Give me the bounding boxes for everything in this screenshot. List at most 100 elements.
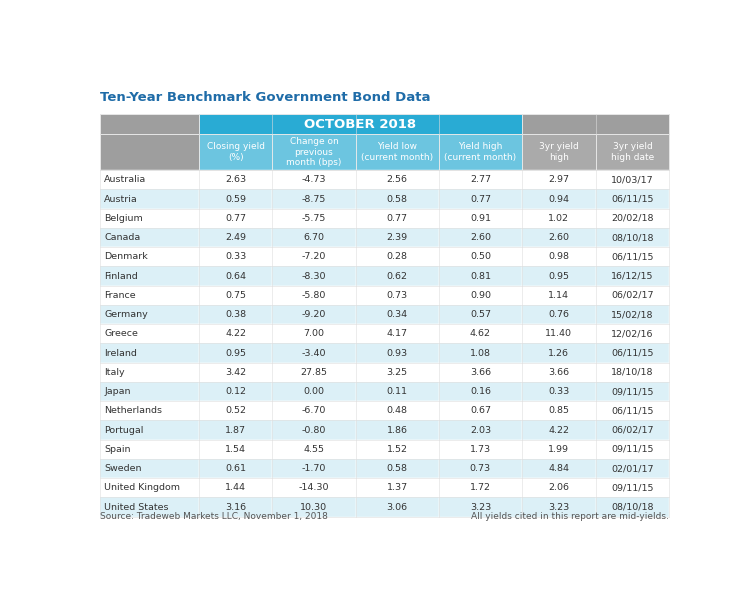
Text: 11.40: 11.40	[545, 329, 572, 338]
Text: 2.56: 2.56	[387, 175, 408, 184]
Text: Canada: Canada	[104, 233, 140, 242]
FancyBboxPatch shape	[100, 382, 199, 401]
FancyBboxPatch shape	[439, 440, 522, 459]
FancyBboxPatch shape	[199, 114, 522, 134]
Text: -8.75: -8.75	[302, 194, 326, 204]
FancyBboxPatch shape	[596, 497, 669, 516]
FancyBboxPatch shape	[522, 324, 596, 344]
Text: 0.81: 0.81	[470, 272, 491, 280]
FancyBboxPatch shape	[100, 170, 199, 190]
Text: -5.75: -5.75	[302, 214, 326, 223]
Text: 2.60: 2.60	[470, 233, 491, 242]
Text: 1.87: 1.87	[225, 425, 246, 434]
FancyBboxPatch shape	[356, 324, 439, 344]
Text: 0.34: 0.34	[386, 310, 408, 319]
FancyBboxPatch shape	[272, 247, 356, 266]
Text: 1.44: 1.44	[225, 483, 246, 492]
FancyBboxPatch shape	[199, 305, 272, 324]
Text: 0.28: 0.28	[387, 252, 408, 262]
FancyBboxPatch shape	[356, 440, 439, 459]
Text: 06/11/15: 06/11/15	[611, 406, 654, 416]
FancyBboxPatch shape	[100, 420, 199, 440]
FancyBboxPatch shape	[356, 497, 439, 516]
FancyBboxPatch shape	[522, 401, 596, 420]
Text: 1.08: 1.08	[470, 349, 491, 358]
FancyBboxPatch shape	[356, 459, 439, 478]
FancyBboxPatch shape	[199, 459, 272, 478]
Text: 0.50: 0.50	[470, 252, 491, 262]
Text: 0.61: 0.61	[225, 464, 246, 473]
Text: 2.06: 2.06	[548, 483, 569, 492]
Text: Finland: Finland	[104, 272, 138, 280]
Text: -1.70: -1.70	[302, 464, 326, 473]
Text: 0.77: 0.77	[225, 214, 246, 223]
Text: 2.77: 2.77	[470, 175, 491, 184]
FancyBboxPatch shape	[439, 362, 522, 382]
Text: Netherlands: Netherlands	[104, 406, 162, 416]
FancyBboxPatch shape	[522, 114, 669, 134]
Text: 0.93: 0.93	[386, 349, 408, 358]
FancyBboxPatch shape	[596, 286, 669, 305]
FancyBboxPatch shape	[199, 478, 272, 497]
Text: 06/11/15: 06/11/15	[611, 194, 654, 204]
Text: Austria: Austria	[104, 194, 138, 204]
FancyBboxPatch shape	[100, 344, 199, 362]
FancyBboxPatch shape	[272, 344, 356, 362]
FancyBboxPatch shape	[356, 247, 439, 266]
Text: 0.75: 0.75	[225, 291, 246, 300]
Text: 0.77: 0.77	[387, 214, 408, 223]
FancyBboxPatch shape	[596, 324, 669, 344]
FancyBboxPatch shape	[199, 382, 272, 401]
Text: Closing yield
(%): Closing yield (%)	[206, 143, 265, 162]
FancyBboxPatch shape	[596, 170, 669, 190]
Text: 06/02/17: 06/02/17	[611, 425, 654, 434]
FancyBboxPatch shape	[100, 134, 199, 170]
Text: Source: Tradeweb Markets LLC, November 1, 2018: Source: Tradeweb Markets LLC, November 1…	[100, 512, 328, 521]
Text: 0.73: 0.73	[470, 464, 491, 473]
FancyBboxPatch shape	[199, 324, 272, 344]
FancyBboxPatch shape	[199, 170, 272, 190]
FancyBboxPatch shape	[100, 228, 199, 247]
Text: 0.52: 0.52	[225, 406, 246, 416]
Text: -7.20: -7.20	[302, 252, 326, 262]
FancyBboxPatch shape	[439, 266, 522, 286]
Text: 0.95: 0.95	[548, 272, 569, 280]
FancyBboxPatch shape	[439, 305, 522, 324]
Text: 0.38: 0.38	[225, 310, 246, 319]
Text: 4.62: 4.62	[470, 329, 491, 338]
Text: 0.59: 0.59	[225, 194, 246, 204]
Text: 09/11/15: 09/11/15	[611, 387, 654, 396]
Text: 0.67: 0.67	[470, 406, 491, 416]
FancyBboxPatch shape	[272, 478, 356, 497]
FancyBboxPatch shape	[356, 134, 439, 170]
FancyBboxPatch shape	[356, 228, 439, 247]
FancyBboxPatch shape	[272, 170, 356, 190]
FancyBboxPatch shape	[522, 228, 596, 247]
Text: 0.94: 0.94	[548, 194, 569, 204]
FancyBboxPatch shape	[272, 382, 356, 401]
FancyBboxPatch shape	[356, 382, 439, 401]
Text: -14.30: -14.30	[298, 483, 329, 492]
FancyBboxPatch shape	[272, 362, 356, 382]
Text: 0.90: 0.90	[470, 291, 491, 300]
FancyBboxPatch shape	[272, 324, 356, 344]
FancyBboxPatch shape	[439, 478, 522, 497]
FancyBboxPatch shape	[199, 228, 272, 247]
FancyBboxPatch shape	[439, 401, 522, 420]
FancyBboxPatch shape	[100, 362, 199, 382]
FancyBboxPatch shape	[439, 208, 522, 228]
Text: Germany: Germany	[104, 310, 148, 319]
FancyBboxPatch shape	[522, 478, 596, 497]
FancyBboxPatch shape	[272, 266, 356, 286]
FancyBboxPatch shape	[439, 190, 522, 208]
FancyBboxPatch shape	[356, 266, 439, 286]
FancyBboxPatch shape	[356, 190, 439, 208]
FancyBboxPatch shape	[439, 324, 522, 344]
FancyBboxPatch shape	[272, 459, 356, 478]
FancyBboxPatch shape	[272, 401, 356, 420]
Text: 2.49: 2.49	[225, 233, 246, 242]
Text: 4.22: 4.22	[548, 425, 569, 434]
Text: 0.57: 0.57	[470, 310, 491, 319]
FancyBboxPatch shape	[596, 362, 669, 382]
FancyBboxPatch shape	[272, 420, 356, 440]
